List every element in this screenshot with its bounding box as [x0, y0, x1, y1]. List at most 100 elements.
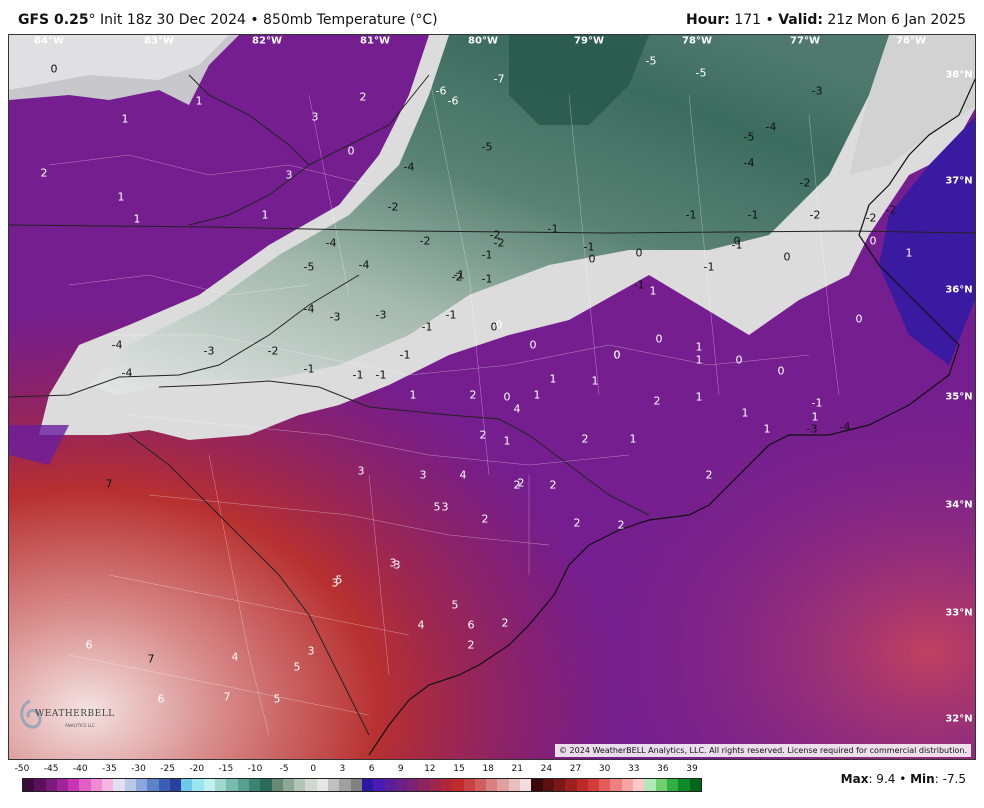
contour-label: 4 [513, 402, 521, 416]
scale-swatch [678, 779, 690, 791]
contour-label: 7 [147, 652, 155, 666]
contour-label: -2 [419, 234, 431, 248]
scale-swatch [237, 779, 249, 791]
lat-label: 35°N [945, 391, 973, 403]
contour-label: 2 [581, 432, 589, 446]
contour-label: 5 [335, 573, 343, 587]
contour-label: 0 [588, 252, 596, 266]
scale-swatch [79, 779, 91, 791]
scale-tick-label: -35 [102, 764, 117, 774]
lon-label: 79°W [574, 35, 604, 47]
contour-label: -5 [645, 54, 657, 68]
init-and-field: Init 18z 30 Dec 2024 • 850mb Temperature… [95, 12, 438, 28]
contour-label: 2 [469, 388, 477, 402]
contour-label: -1 [445, 308, 457, 322]
contour-label: 0 [869, 234, 877, 248]
contour-label: 3 [311, 110, 319, 124]
contour-label: -1 [747, 208, 759, 222]
model-name: GFS 0.25 [18, 12, 89, 28]
scale-swatch [113, 779, 125, 791]
contour-label: 0 [735, 353, 743, 367]
coastline [368, 77, 975, 756]
scale-swatch [407, 779, 419, 791]
valid-time: Hour: 171 • Valid: 21z Mon 6 Jan 2025 [686, 12, 966, 28]
contour-label: -4 [303, 302, 315, 316]
contour-label: 5 [433, 500, 441, 514]
contour-label: 7 [105, 477, 113, 491]
scale-swatch [599, 779, 611, 791]
contour-label: 1 [549, 372, 557, 386]
valid-value: 21z Mon 6 Jan 2025 [822, 12, 966, 28]
scale-swatch [610, 779, 622, 791]
contour-label: 2 [573, 516, 581, 530]
contour-label: -3 [203, 344, 215, 358]
state-borders [9, 74, 975, 736]
scale-swatch [181, 779, 193, 791]
contour-label: -1 [453, 268, 465, 282]
contour-label: -4 [325, 236, 337, 250]
contour-label: 0 [777, 364, 785, 378]
scale-swatch [248, 779, 261, 791]
contour-label: 1 [261, 208, 269, 222]
scale-swatch [576, 779, 588, 791]
lat-label: 36°N [945, 284, 973, 296]
scale-tick-label: -45 [43, 764, 59, 774]
contour-label: 1 [649, 284, 657, 298]
contour-label: -2 [267, 344, 279, 358]
contour-label: -1 [375, 368, 387, 382]
contour-label: 5 [273, 692, 281, 706]
contour-label: 3 [441, 500, 449, 514]
max-min-readout: Max: 9.4 • Min: -7.5 [841, 772, 966, 786]
scale-swatch [418, 779, 430, 791]
scale-swatch [90, 779, 103, 791]
contour-label: 0 [613, 348, 621, 362]
scale-swatch [440, 779, 453, 791]
contour-label: 0 [529, 338, 537, 352]
lon-label: 80°W [468, 35, 498, 47]
contour-label: 2 [481, 512, 489, 526]
scale-swatch [633, 779, 645, 791]
contour-label: -1 [481, 248, 493, 262]
contour-label: 3 [331, 576, 339, 590]
scale-swatch [169, 779, 182, 791]
temperature-map[interactable]: 84°W 83°W 82°W 81°W 80°W 79°W 78°W 77°W … [8, 34, 976, 760]
lon-label: 83°W [144, 35, 174, 47]
contour-label: -1 [481, 272, 493, 286]
scale-swatch [124, 779, 136, 791]
contour-label: 0 [503, 390, 511, 404]
contour-label: -5 [481, 140, 493, 154]
contour-label: -1 [685, 208, 697, 222]
scale-swatch [23, 779, 35, 791]
scale-swatch [486, 779, 498, 791]
contour-label: -2 [865, 211, 877, 225]
scale-tick-label: 36 [657, 764, 669, 774]
contour-label: -1 [399, 348, 411, 362]
weatherbell-logo: WEATHERBELL ANALYTICS LLC [15, 695, 114, 739]
scale-swatch [215, 779, 227, 791]
contour-label: 1 [629, 432, 637, 446]
max-label: Max [840, 772, 869, 786]
contour-label: 5 [293, 660, 301, 674]
scale-swatch [294, 779, 306, 791]
scale-swatch [147, 779, 159, 791]
scale-swatch [260, 779, 272, 791]
contour-label: -1 [703, 260, 715, 274]
scale-tick-label: 33 [628, 764, 640, 774]
scale-swatch [361, 779, 374, 791]
max-value: : 9.4 • [868, 772, 911, 786]
scale-swatch [497, 779, 509, 791]
scale-swatch [542, 779, 554, 791]
contour-label: 6 [157, 692, 165, 706]
contour-label: -1 [352, 368, 364, 382]
contour-label: 1 [533, 388, 541, 402]
scale-swatch [339, 779, 351, 791]
lon-label: 76°W [896, 35, 926, 47]
scale-swatch [192, 779, 204, 791]
contour-label: 5 [451, 598, 459, 612]
contour-label: 0 [347, 144, 355, 158]
contour-label: 2 [40, 166, 48, 180]
contour-label: 3 [389, 556, 397, 570]
lat-label: 32°N [945, 713, 973, 725]
color-scale-bar [22, 778, 702, 792]
contour-label: -2 [799, 176, 811, 190]
